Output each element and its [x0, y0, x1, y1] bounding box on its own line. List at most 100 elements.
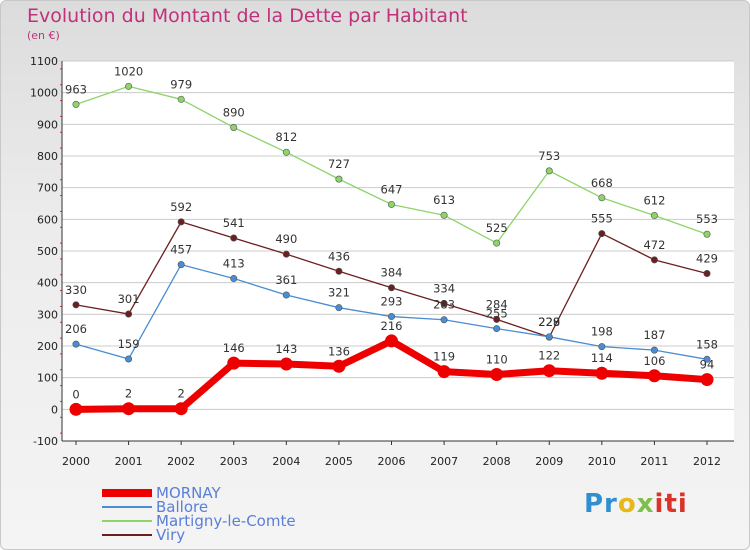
y-tick-label: -100	[33, 435, 58, 448]
data-point	[650, 212, 658, 220]
proxiti-logo: Proxiti	[584, 489, 688, 519]
y-tick-label: 0	[51, 403, 58, 416]
data-label: 284	[486, 297, 508, 311]
data-point	[227, 356, 241, 370]
data-label: 106	[643, 354, 665, 368]
data-point	[493, 239, 501, 247]
chart-title: Evolution du Montant de la Dette par Hab…	[27, 5, 468, 27]
data-label: 472	[643, 238, 665, 252]
data-point	[335, 304, 343, 312]
data-point	[440, 211, 448, 219]
data-label: 0	[72, 387, 79, 401]
series-ballore	[72, 261, 711, 363]
data-point	[440, 300, 448, 308]
data-point	[595, 366, 609, 380]
data-label: 122	[538, 349, 560, 363]
data-label: 94	[700, 358, 715, 372]
data-point	[282, 291, 290, 299]
data-label: 114	[591, 351, 613, 365]
data-point	[177, 218, 185, 226]
data-point	[493, 325, 501, 333]
axes: -100010020030040050060070080090010001100…	[30, 55, 734, 468]
data-label: 119	[433, 350, 455, 364]
data-point	[387, 200, 395, 208]
data-label: 429	[696, 251, 718, 265]
data-point	[703, 355, 711, 363]
y-tick-label: 200	[37, 340, 58, 353]
data-point	[385, 334, 398, 348]
data-label: 283	[433, 298, 455, 312]
data-point	[440, 316, 448, 324]
x-tick-label: 2004	[272, 455, 300, 468]
y-tick-label: 500	[37, 245, 58, 258]
legend-label: MORNAY	[156, 484, 221, 502]
data-label: 613	[433, 193, 455, 207]
data-point	[598, 343, 606, 351]
data-label: 541	[223, 216, 245, 230]
data-point	[230, 275, 238, 283]
y-tick-label: 700	[37, 182, 58, 195]
data-point	[598, 230, 606, 238]
data-label: 963	[65, 82, 87, 96]
y-tick-label: 300	[37, 308, 58, 321]
grid-lines	[62, 60, 734, 442]
data-label: 612	[643, 194, 665, 208]
x-tick-label: 2012	[693, 455, 721, 468]
data-point	[650, 256, 658, 264]
x-tick-label: 2009	[535, 455, 563, 468]
data-label: 555	[591, 212, 613, 226]
data-point	[125, 310, 133, 318]
data-label: 525	[486, 221, 508, 235]
legend-label: Viry	[156, 526, 185, 544]
data-point	[122, 402, 136, 416]
data-label: 490	[275, 232, 297, 246]
y-tick-label: 800	[37, 150, 58, 163]
series-martigny-le-comte	[72, 82, 711, 247]
x-tick-label: 2010	[588, 455, 616, 468]
data-label: 1020	[114, 64, 143, 78]
chart-unit: (en €)	[27, 29, 60, 42]
data-label: 198	[591, 325, 613, 339]
x-tick-label: 2011	[640, 455, 668, 468]
data-label: 2	[125, 387, 132, 401]
data-label: 229	[538, 315, 560, 329]
data-label: 321	[328, 286, 350, 300]
data-point	[279, 357, 293, 371]
data-label: 553	[696, 212, 718, 226]
data-label: 301	[118, 292, 140, 306]
data-point	[387, 284, 395, 292]
data-point	[598, 194, 606, 202]
data-point	[545, 333, 553, 341]
y-tick-label: 600	[37, 213, 58, 226]
data-point	[493, 315, 501, 323]
data-point	[332, 359, 346, 373]
data-point	[125, 82, 133, 90]
data-point	[72, 340, 80, 348]
data-point	[650, 346, 658, 354]
data-label: 143	[275, 342, 297, 356]
data-label: 334	[433, 282, 455, 296]
data-point	[335, 175, 343, 183]
data-label: 727	[328, 157, 350, 171]
x-tick-label: 2003	[220, 455, 248, 468]
data-point	[387, 313, 395, 321]
data-label: 206	[65, 322, 87, 336]
data-label: 457	[170, 243, 192, 257]
y-tick-label: 100	[37, 372, 58, 385]
data-label: 187	[643, 328, 665, 342]
y-tick-label: 1100	[30, 55, 58, 68]
x-tick-label: 2008	[483, 455, 511, 468]
data-label: 255	[486, 307, 508, 321]
data-label: 330	[65, 283, 87, 297]
data-point	[700, 373, 714, 387]
data-point	[174, 402, 188, 416]
data-label: 668	[591, 176, 613, 190]
data-point	[703, 269, 711, 277]
y-tick-label: 1000	[30, 87, 58, 100]
data-point	[230, 124, 238, 132]
data-label: 158	[696, 337, 718, 351]
x-tick-label: 2007	[430, 455, 458, 468]
y-tick-label: 400	[37, 277, 58, 290]
